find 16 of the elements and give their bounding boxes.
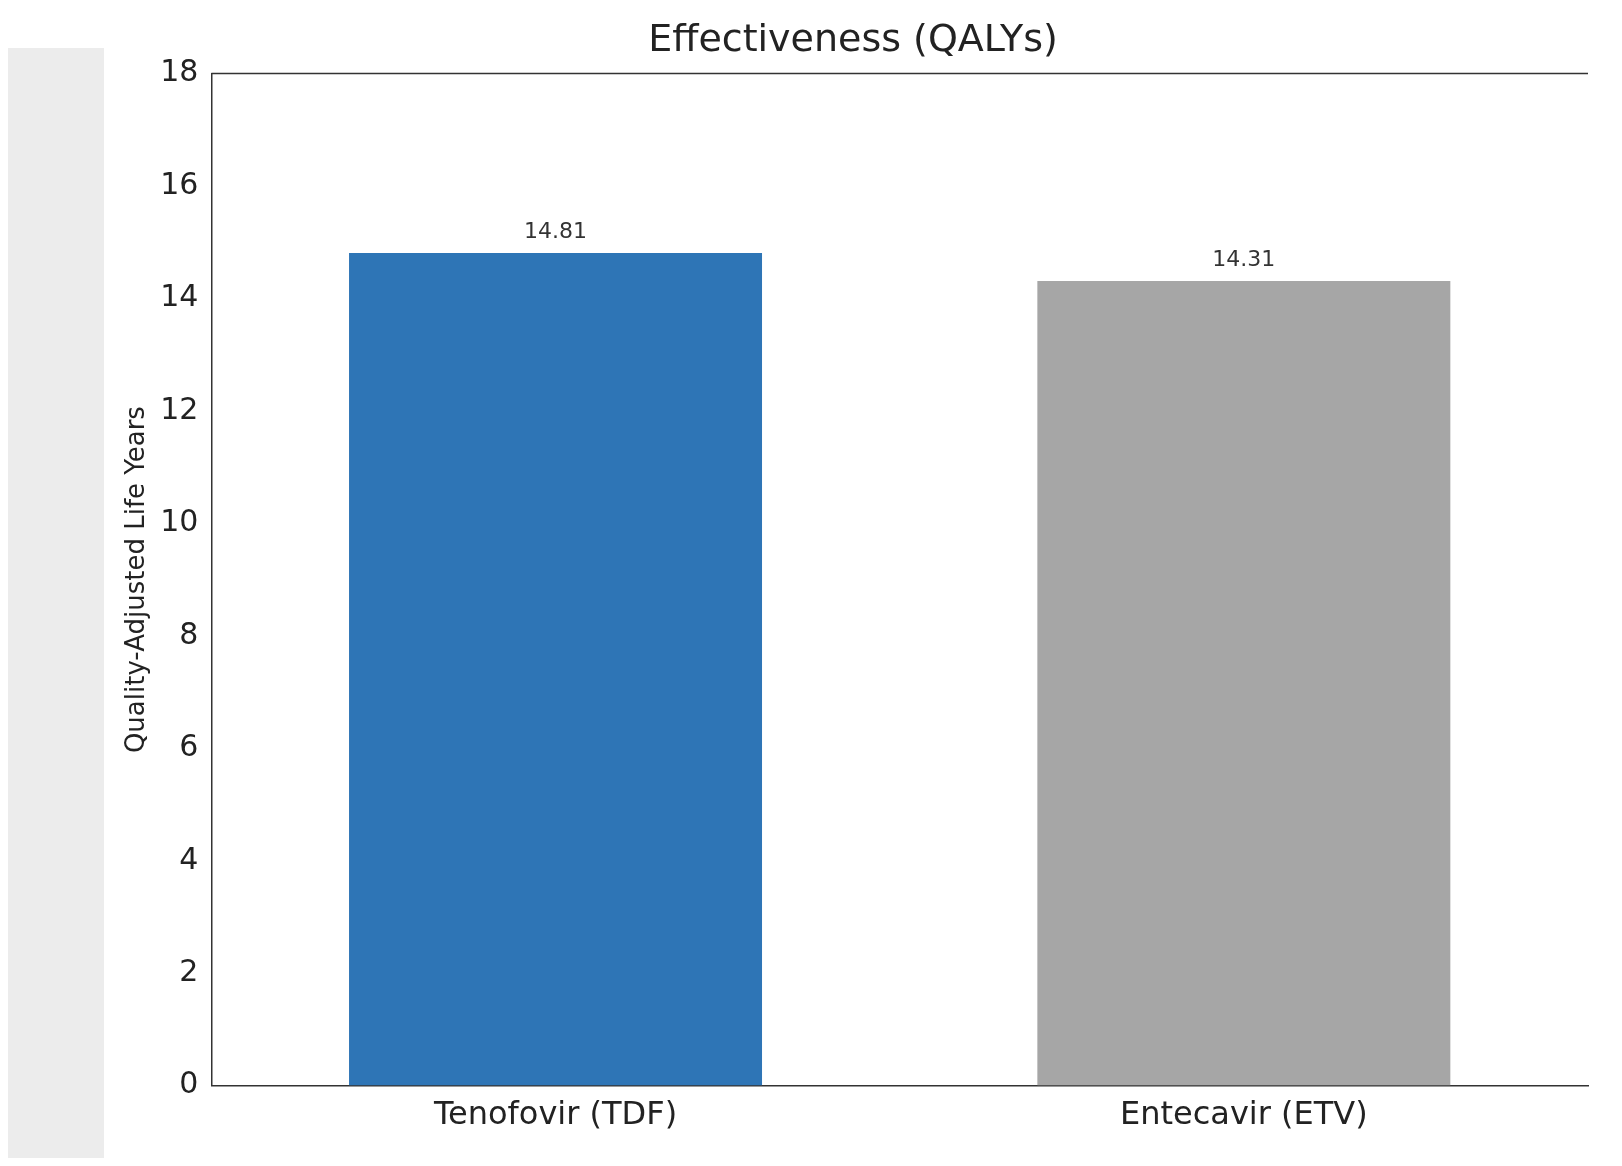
- y-tick-label: 2: [179, 952, 199, 988]
- y-tick-label: 18: [160, 53, 199, 89]
- chart-title: Effectiveness (QALYs): [648, 15, 1058, 60]
- y-tick-label: 4: [179, 840, 199, 876]
- y-tick-label: 14: [160, 278, 199, 314]
- x-tick-label: Entecavir (ETV): [1119, 1094, 1368, 1133]
- y-tick-label: 12: [160, 390, 199, 426]
- data-label: 14.81: [524, 217, 588, 243]
- y-tick-label: 10: [160, 503, 199, 539]
- y-tick-label: 0: [179, 1065, 199, 1101]
- y-tick-label: 6: [179, 728, 199, 764]
- y-axis-title: Quality-Adjusted Life Years: [120, 406, 151, 754]
- y-tick-label: 8: [179, 615, 199, 651]
- data-label: 14.31: [1212, 245, 1276, 271]
- x-tick-label: Tenofovir (TDF): [432, 1094, 678, 1133]
- y-tick-label: 16: [160, 165, 199, 201]
